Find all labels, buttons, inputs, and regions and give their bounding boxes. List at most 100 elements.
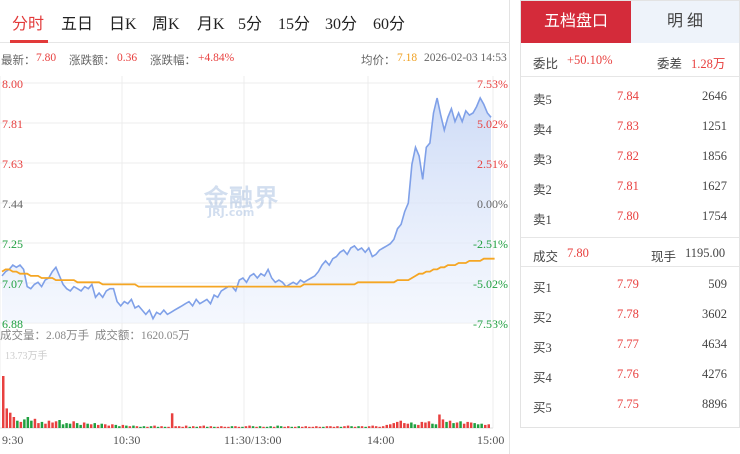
volume-bar	[381, 426, 385, 428]
volume-bar	[86, 423, 89, 428]
last-trade-price: 7.80	[567, 246, 589, 260]
divider	[521, 76, 739, 77]
y-axis-percent-label: 2.51%	[477, 157, 508, 171]
volume-bar	[170, 413, 174, 428]
y-axis-percent-label: -2.51%	[473, 237, 508, 251]
volume-bar	[111, 424, 114, 428]
volume-bar	[177, 426, 181, 428]
order-ratio-value: +50.10%	[567, 53, 613, 67]
tab-five-day[interactable]: 五日	[61, 16, 94, 33]
volume-bar	[431, 423, 434, 428]
sell-row[interactable]: 卖4 7.83 1251	[521, 112, 739, 142]
y-axis-price-label: 8.00	[2, 77, 23, 91]
volume-bar	[367, 426, 371, 428]
buy-row[interactable]: 买3 7.77 4634	[521, 330, 739, 360]
buy-row[interactable]: 买1 7.79 509	[521, 270, 739, 300]
volume-bar	[97, 424, 100, 428]
tab-weekly-k[interactable]: 周K	[152, 16, 180, 33]
volume-bar	[325, 426, 329, 428]
y-axis-percent-label: 5.02%	[477, 117, 508, 131]
volume-bar	[121, 424, 125, 428]
volume-bar	[114, 424, 118, 428]
tab-30min[interactable]: 30分	[325, 16, 358, 33]
jrj-watermark-logo: 金融界 JRJ.com	[204, 178, 304, 222]
volume-bar	[301, 426, 304, 428]
tab-daily-k[interactable]: 日K	[109, 16, 137, 33]
volume-bar	[251, 426, 255, 428]
tab-trade-detail[interactable]: 明 细	[631, 1, 739, 43]
volume-bar	[227, 426, 230, 428]
sell-price: 7.82	[617, 149, 639, 163]
volume-bar	[371, 425, 374, 428]
volume-bar	[462, 423, 466, 428]
buy-level-label: 买5	[533, 401, 552, 415]
time-axis-label: 15:00	[477, 433, 505, 447]
buy-price: 7.78	[617, 307, 639, 321]
divider	[521, 237, 739, 238]
quote-info-row: 最新： 7.80 涨跌额： 0.36 涨跌幅： +4.84% 均价： 7.18 …	[0, 52, 510, 70]
buy-row[interactable]: 买4 7.76 4276	[521, 360, 739, 390]
volume-bar	[241, 426, 244, 428]
volume-bar	[487, 424, 490, 428]
volume-bar	[19, 421, 23, 428]
tab-monthly-k[interactable]: 月K	[197, 16, 225, 33]
buy-row[interactable]: 买5 7.75 8896	[521, 390, 739, 420]
volume-bar	[167, 426, 170, 428]
sell-row[interactable]: 卖5 7.84 2646	[521, 82, 739, 112]
tab-five-level-depth[interactable]: 五档盘口	[521, 1, 631, 43]
volume-bar	[181, 426, 184, 428]
volume-bar	[79, 424, 82, 428]
volume-bar	[125, 425, 128, 428]
y-axis-price-label: 7.07	[2, 277, 23, 291]
volume-bar	[343, 426, 346, 428]
volume-bar	[12, 417, 16, 428]
volume-bar	[455, 422, 459, 428]
volume-bar	[216, 426, 220, 428]
volume-bar	[413, 424, 417, 428]
volume-bar	[484, 424, 487, 428]
volume-bar	[230, 426, 234, 428]
volume-bar	[237, 426, 241, 428]
tab-60min[interactable]: 60分	[373, 16, 406, 33]
sell-row[interactable]: 卖1 7.80 1754	[521, 202, 739, 232]
sell-row[interactable]: 卖2 7.81 1627	[521, 172, 739, 202]
amount-label: 成交额：	[94, 330, 141, 342]
volume-bar	[452, 423, 455, 428]
volume-bar	[146, 426, 149, 428]
y-axis-price-label: 7.25	[2, 237, 23, 251]
price-chart	[0, 76, 495, 326]
buy-price: 7.79	[617, 277, 639, 291]
sell-level-label: 卖4	[533, 123, 552, 137]
volume-bar	[153, 425, 156, 428]
buy-volume: 8896	[702, 397, 727, 411]
tab-15min[interactable]: 15分	[278, 16, 311, 33]
volume-bar	[350, 426, 353, 428]
change-pct-label: 涨跌幅：	[150, 55, 196, 67]
y-axis-percent-label: -5.02%	[473, 277, 508, 291]
volume-bar	[476, 424, 480, 428]
current-hand-label: 现手	[651, 250, 677, 264]
volume-bar	[107, 425, 110, 428]
sell-row[interactable]: 卖3 7.82 1856	[521, 142, 739, 172]
volume-bar	[93, 423, 96, 428]
tab-5min[interactable]: 5分	[238, 16, 263, 33]
sell-price: 7.80	[617, 209, 639, 223]
y-axis-percent-label: 0.00%	[477, 197, 508, 211]
volume-bar	[272, 426, 276, 428]
avg-price-line	[1, 257, 495, 288]
tab-intraday[interactable]: 分时	[12, 16, 45, 33]
volume-bar	[403, 423, 406, 428]
buy-row[interactable]: 买2 7.78 3602	[521, 300, 739, 330]
volume-bar	[142, 426, 146, 428]
volume-bar	[374, 426, 378, 428]
volume-bar	[89, 424, 93, 428]
buy-volume: 4634	[702, 337, 727, 351]
volume-bar	[385, 424, 388, 428]
volume-bar	[192, 426, 195, 428]
volume-bar	[427, 421, 431, 428]
volume-bar	[322, 426, 325, 428]
volume-bar	[199, 426, 202, 428]
volume-bar	[269, 426, 272, 428]
volume-bar	[75, 423, 79, 428]
volume-info: 成交量：2.08万手 成交额：1620.05万	[0, 327, 190, 343]
